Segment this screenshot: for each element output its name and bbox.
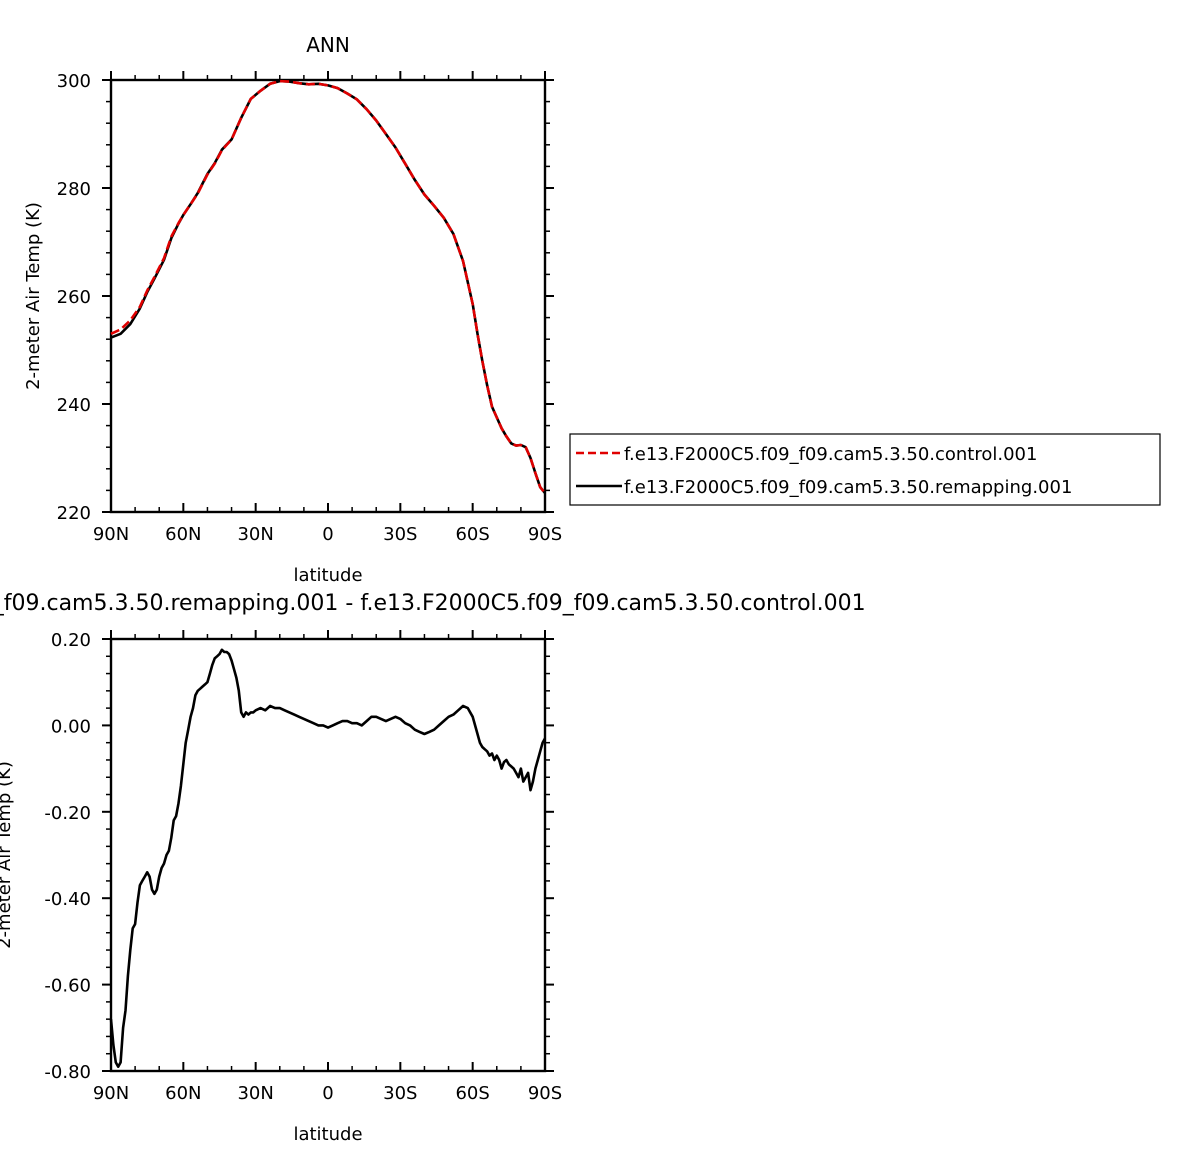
top-series-line-0 (110, 79, 547, 494)
bottom-x-tick-label: 90S (528, 1083, 562, 1104)
top-x-tick-label: 60S (455, 524, 489, 545)
top-x-tick-label: 90S (528, 524, 562, 545)
legend-control-label: f.e13.F2000C5.f09_f09.cam5.3.50.control.… (624, 444, 1037, 465)
top-chart-legend: f.e13.F2000C5.f09_f09.cam5.3.50.control.… (569, 433, 1161, 506)
top-x-tick-label: 30S (383, 524, 417, 545)
bottom-chart-ylabel: 2-meter Air Temp (K) (0, 761, 15, 949)
top-y-tick-label: 280 (57, 179, 91, 200)
top-y-tick-label: 220 (57, 503, 91, 524)
top-chart-xlabel: latitude (293, 565, 362, 586)
top-chart-panel: ANN 2-meter Air Temp (K) latitude 90N 60N… (23, 33, 562, 586)
top-y-tick-label: 260 (57, 287, 91, 308)
bottom-chart-title: f.e13.F2000C5.f09_f09.cam5.3.50.remappin… (0, 591, 866, 616)
bottom-x-tick-label: 60N (165, 1083, 201, 1104)
top-x-tick-label: 0 (322, 524, 333, 545)
bottom-y-tick-label: -0.20 (44, 803, 91, 824)
bottom-x-tick-label: 60S (455, 1083, 489, 1104)
top-x-tick-label: 90N (93, 524, 129, 545)
top-x-tick-label: 60N (165, 524, 201, 545)
bottom-y-tick-label: 0.00 (51, 716, 91, 737)
bottom-series-line-0 (109, 648, 547, 1068)
top-chart-ylabel: 2-meter Air Temp (K) (23, 202, 44, 390)
bottom-y-tick-label: -0.60 (44, 976, 91, 997)
bottom-y-tick-label: -0.40 (44, 889, 91, 910)
top-chart-title: ANN (306, 33, 350, 57)
top-y-tick-label: 300 (57, 71, 91, 92)
top-y-tick-label: 240 (57, 395, 91, 416)
bottom-x-tick-label: 90N (93, 1083, 129, 1104)
top-plot-frame (109, 78, 547, 514)
bottom-x-tick-label: 0 (322, 1083, 333, 1104)
bottom-chart-panel: f.e13.F2000C5.f09_f09.cam5.3.50.remappin… (0, 591, 866, 1145)
top-x-tick-label: 30N (237, 524, 273, 545)
legend-remapping-label: f.e13.F2000C5.f09_f09.cam5.3.50.remappin… (624, 477, 1072, 498)
bottom-y-tick-label: -0.80 (44, 1062, 91, 1083)
top-series-line-1 (110, 79, 547, 494)
bottom-x-tick-label: 30S (383, 1083, 417, 1104)
bottom-y-tick-label: 0.20 (51, 630, 91, 651)
legend-box (569, 433, 1161, 506)
bottom-chart-xlabel: latitude (293, 1124, 362, 1145)
bottom-ylabel-mask (16, 735, 104, 1065)
bottom-x-tick-label: 30N (237, 1083, 273, 1104)
bottom-plot-frame (109, 637, 547, 1073)
